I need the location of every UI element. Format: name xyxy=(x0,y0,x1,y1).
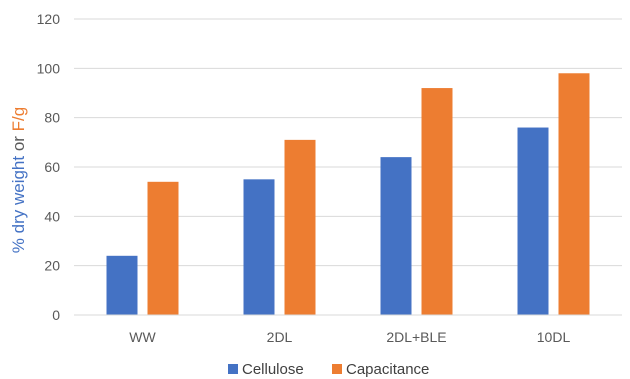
y-axis-label: % dry weight or F/g xyxy=(9,107,28,253)
x-tick-labels: WW 2DL 2DL+BLE 10DL xyxy=(129,329,570,345)
x-tick-label: 2DL xyxy=(267,329,293,345)
legend-label-cellulose: Cellulose xyxy=(242,361,304,378)
y-axis-label-part: or xyxy=(9,131,28,156)
y-tick-label: 60 xyxy=(44,159,60,175)
y-tick-label: 120 xyxy=(37,11,61,27)
y-tick-labels: 0 20 40 60 80 100 120 xyxy=(37,11,61,323)
y-tick-label: 40 xyxy=(44,208,60,224)
legend: Cellulose Capacitance xyxy=(228,361,429,378)
bar-capacitance-2dl xyxy=(284,139,316,315)
legend-swatch-cellulose xyxy=(228,364,238,374)
bar-cellulose-2dl xyxy=(243,179,275,315)
bar-capacitance-ww xyxy=(147,181,179,315)
x-tick-label: WW xyxy=(129,329,156,345)
y-tick-label: 20 xyxy=(44,258,60,274)
bar-capacitance-2dl-ble xyxy=(421,88,453,315)
legend-swatch-capacitance xyxy=(332,364,342,374)
y-axis-label-part: F/g xyxy=(9,107,28,132)
bar-cellulose-ww xyxy=(106,255,138,315)
y-tick-label: 80 xyxy=(44,110,60,126)
y-tick-label: 100 xyxy=(37,60,61,76)
y-tick-label: 0 xyxy=(52,307,60,323)
x-tick-label: 10DL xyxy=(537,329,571,345)
bar-cellulose-10dl xyxy=(517,127,549,316)
bar-cellulose-2dl-ble xyxy=(380,157,412,315)
bars xyxy=(106,73,590,316)
y-axis-label-part: % dry weight xyxy=(9,156,28,254)
legend-label-capacitance: Capacitance xyxy=(346,361,429,378)
bar-capacitance-10dl xyxy=(558,73,590,316)
x-tick-label: 2DL+BLE xyxy=(386,329,446,345)
